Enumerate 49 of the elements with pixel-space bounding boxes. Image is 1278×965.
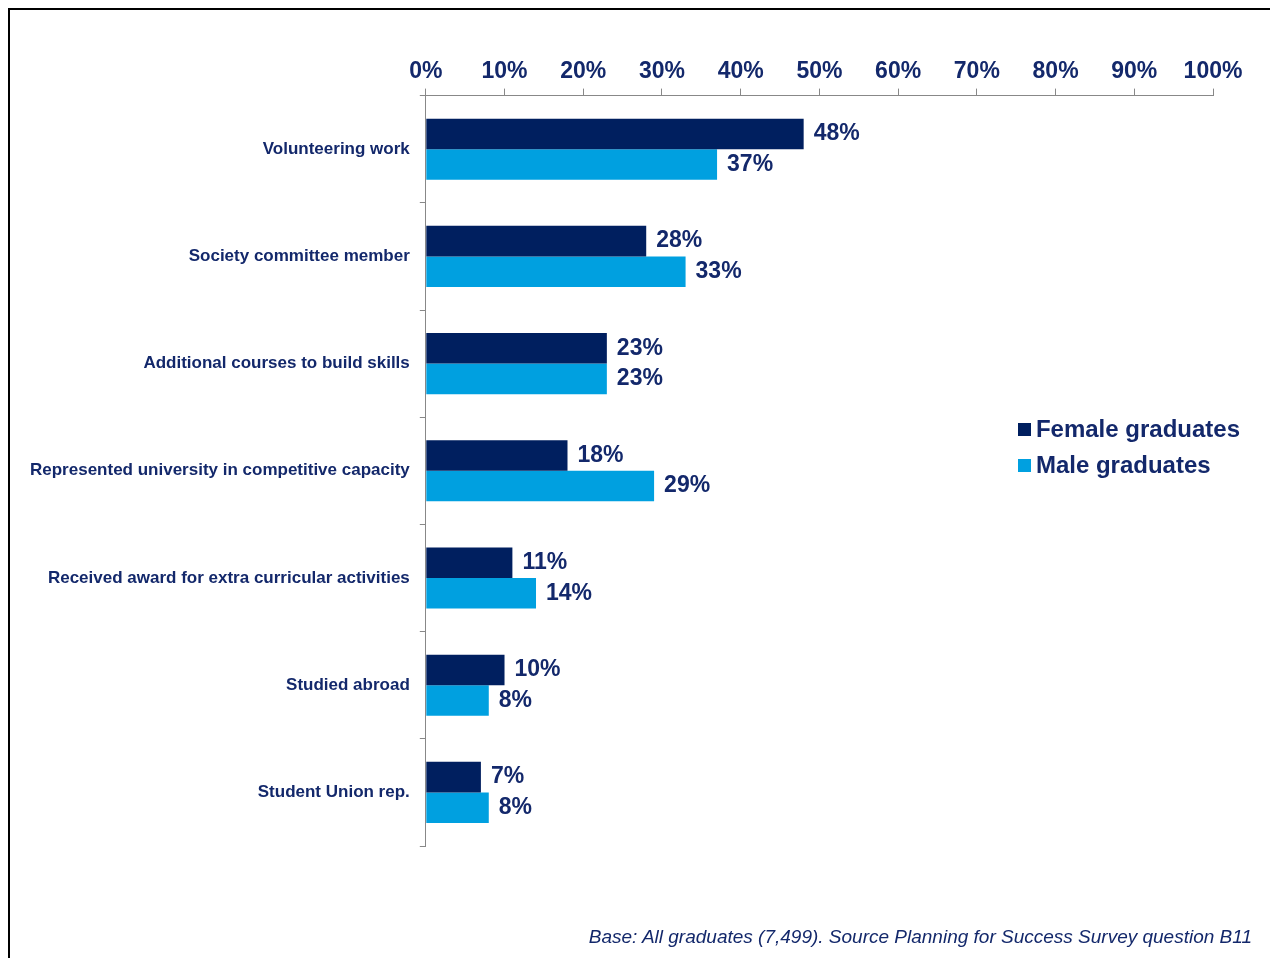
x-tick-label: 10% bbox=[481, 57, 528, 84]
bar bbox=[426, 654, 505, 686]
data-label: 29% bbox=[664, 471, 711, 498]
bar bbox=[426, 761, 481, 793]
data-label: 11% bbox=[522, 548, 568, 575]
x-tick-label: 0% bbox=[409, 57, 443, 84]
data-label: 7% bbox=[490, 762, 525, 789]
bar bbox=[426, 792, 489, 823]
x-tick-label: 80% bbox=[1032, 57, 1079, 84]
data-label: 28% bbox=[656, 226, 703, 253]
bar bbox=[426, 256, 686, 287]
legend-label: Female graduates bbox=[1035, 415, 1240, 443]
data-label: 8% bbox=[498, 685, 533, 712]
x-tick-label: 20% bbox=[560, 57, 607, 84]
bar bbox=[426, 470, 655, 502]
y-tick-label: Represented university in competitive capacity bbox=[29, 460, 411, 480]
x-tick-label: 30% bbox=[638, 57, 685, 84]
data-label: 33% bbox=[695, 257, 742, 284]
y-tick-label: Society committee member bbox=[188, 246, 411, 266]
x-tick-label: 60% bbox=[875, 57, 922, 84]
x-tick-label: 100% bbox=[1183, 57, 1243, 84]
bar bbox=[426, 547, 513, 578]
bar bbox=[426, 578, 537, 609]
bar bbox=[426, 149, 718, 180]
bar bbox=[426, 685, 489, 716]
y-tick-label: Additional courses to build skills bbox=[143, 353, 410, 373]
bar bbox=[426, 333, 607, 364]
y-tick-label: Student Union rep. bbox=[257, 782, 410, 802]
bar bbox=[426, 440, 568, 471]
legend-label: Male graduates bbox=[1035, 451, 1211, 479]
data-label: 23% bbox=[616, 364, 663, 391]
bar bbox=[426, 118, 804, 150]
data-label: 18% bbox=[577, 440, 624, 467]
y-tick-label: Volunteering work bbox=[262, 138, 411, 158]
data-label: 48% bbox=[813, 119, 860, 146]
y-tick-label: Received award for extra curricular activities bbox=[47, 567, 410, 587]
x-tick-label: 40% bbox=[717, 57, 764, 84]
data-label: 37% bbox=[727, 149, 774, 176]
y-tick-label: Studied abroad bbox=[286, 674, 410, 694]
bar bbox=[426, 225, 647, 257]
data-label: 8% bbox=[498, 793, 533, 820]
x-tick-label: 70% bbox=[953, 57, 1000, 84]
data-label: 14% bbox=[546, 578, 593, 605]
text: Base: All graduates (7,499). Source Planning for Success Survey question B11 bbox=[588, 926, 1252, 948]
x-tick-label: 50% bbox=[796, 57, 843, 84]
bar bbox=[426, 363, 607, 395]
data-label: 23% bbox=[616, 333, 663, 360]
data-label: 10% bbox=[514, 655, 561, 682]
x-tick-label: 90% bbox=[1111, 57, 1158, 84]
